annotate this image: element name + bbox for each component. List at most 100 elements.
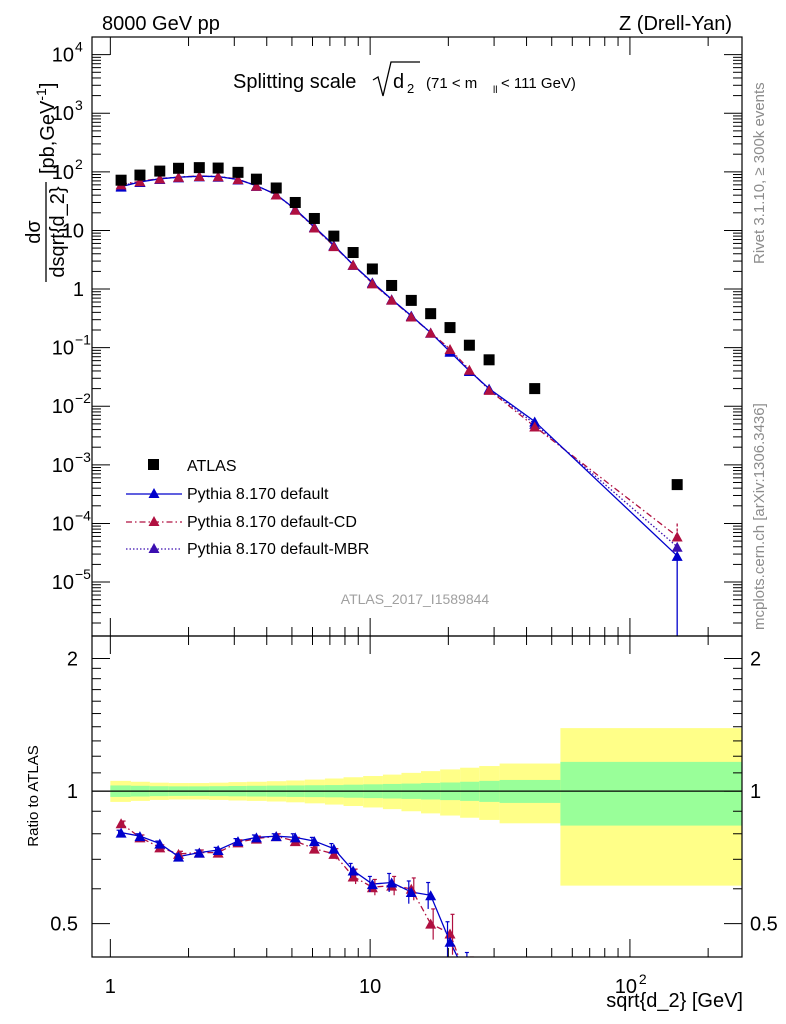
ratio-point-cd [347,871,359,882]
ratio-point-cd [115,818,127,829]
y-tick-label-exp: −5 [75,566,91,582]
point-atlas [366,263,378,275]
point-default [529,416,541,427]
point-cd [347,259,359,270]
ratio-point-default [464,976,475,986]
y-tick-label-exp: 4 [75,39,83,55]
ratio-point-default [308,836,320,847]
ylabel-denominator: dsqrt{d_2} [47,186,69,278]
legend: ATLAS Pythia 8.170 default Pythia 8.170 … [126,458,369,558]
series-line-cd [120,175,678,537]
point-atlas [270,182,282,194]
legend-label-cd: Pythia 8.170 default-CD [187,514,357,531]
point-atlas [463,339,475,351]
point-cd [386,294,398,305]
analysis-watermark: ATLAS_2017_I1589844 [341,591,490,607]
point-atlas [405,294,417,306]
y-tick-label: 10 [52,338,74,360]
ylabel-numerator: dσ [23,220,45,244]
y-tick-label-exp: −4 [75,507,91,523]
y-tick-label: 10 [52,103,74,125]
point-atlas [289,196,301,208]
title-sqrt-d: d [393,71,404,93]
ratio-point-default [212,844,224,855]
rivet-label: Rivet 3.1.10, ≥ 300k events [751,82,768,264]
ratio-point-default [347,865,359,876]
point-cd [425,327,437,338]
ratio-point-default [173,851,185,862]
x-tick-label: 1 [105,976,116,998]
ratio-y-tick-label: 2 [67,649,78,671]
ratio-point-default [134,831,146,842]
ratio-line-default [120,831,459,957]
point-atlas [212,162,224,174]
point-cd [193,170,205,181]
ratio-ylabel: Ratio to ATLAS [25,745,42,846]
y-tick-label-exp: 2 [75,156,83,172]
mcplots-label: mcplots.cern.ch [arXiv:1306.3436] [751,403,768,630]
title-main: Splitting scale [233,71,356,93]
ratio-point-cd [464,981,475,991]
y-tick-label: 10 [52,572,74,594]
point-cd [154,173,166,184]
ratio-point-default [289,832,301,843]
point-atlas [308,212,320,224]
point-atlas [115,174,127,186]
y-tick-label-exp: −3 [75,449,91,465]
series-line-mbr [120,175,678,548]
ratio-band-inner [560,761,742,826]
point-atlas [328,230,340,242]
point-atlas [193,162,205,174]
ratio-point-cd [425,918,437,929]
point-atlas [347,247,359,259]
point-cd [250,180,262,191]
ratio-point-cd [308,843,320,854]
point-cd [444,343,456,354]
ratio-point-default [425,890,437,901]
point-cd [289,204,301,215]
point-atlas [134,169,146,181]
sqrt-sign [372,61,420,97]
point-atlas [154,165,166,177]
ratio-point-default [386,877,398,888]
ratio-line-cd [120,822,460,957]
ratio-point-default [115,827,127,838]
header-right: Z (Drell-Yan) [619,13,732,35]
point-atlas [232,166,244,178]
main-title: Splitting scale [233,71,356,93]
point-mbr [671,541,683,552]
title-range-end: < 111 GeV) [501,75,576,92]
ylabel-units-main: [pb,GeV [37,100,59,174]
y-tick-label-exp: 3 [75,97,83,113]
point-atlas [386,279,398,291]
y-tick-label: 10 [62,220,84,242]
point-atlas [173,162,185,174]
point-cd [328,241,340,252]
main-ylabel: dσ dsqrt{d_2} [pb,GeV-1] [23,83,69,282]
point-default [671,550,683,561]
legend-marker-cd [148,516,160,526]
ratio-y-tick-label: 0.5 [50,914,78,936]
point-atlas [671,479,683,491]
point-cd [134,176,146,187]
ratio-y-tick-label-right: 1 [750,781,761,803]
ylabel-units: [pb,GeV-1] [33,83,59,174]
ratio-point-default [232,836,244,847]
title-range: (71 < m [426,75,477,92]
point-cd [232,174,244,185]
y-tick-label: 10 [52,513,74,535]
ratio-y-tick-label-right: 0.5 [750,914,778,936]
legend-marker-mbr [148,543,160,553]
point-cd [463,364,475,375]
y-tick-label-exp: −1 [75,332,91,348]
point-cd [270,189,282,200]
y-tick-label: 10 [52,45,74,67]
title-sqrt-sub: 2 [407,81,414,96]
legend-label-mbr: Pythia 8.170 default-MBR [187,541,369,558]
point-cd [483,384,495,395]
x-tick-label-exp: 2 [639,971,647,987]
legend-marker-default [148,488,160,498]
ylabel-units-exp: -1 [33,88,49,101]
point-cd [173,171,185,182]
